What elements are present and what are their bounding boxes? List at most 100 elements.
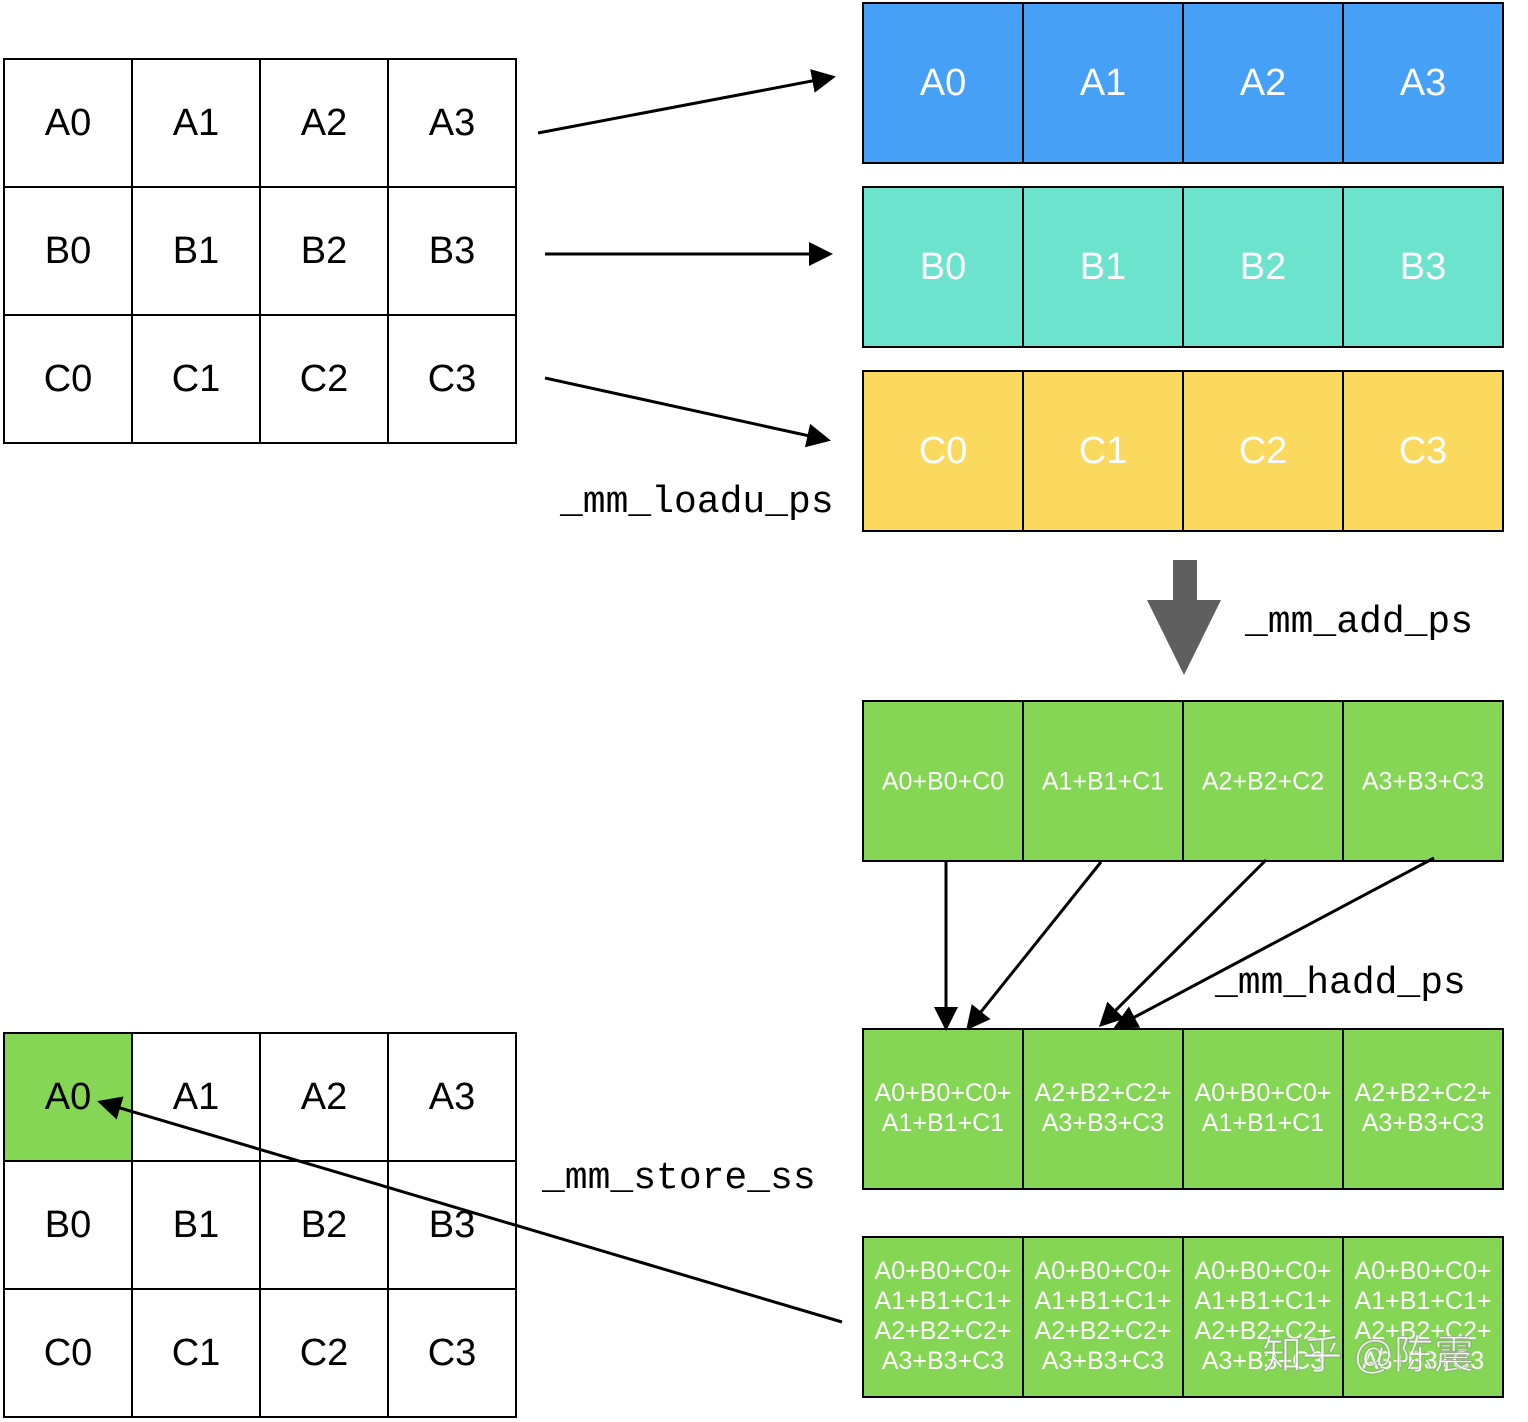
cell-text: A3 [429, 102, 475, 144]
cell-line: A1+B1+C1+ [875, 1287, 1012, 1315]
cell-text: A1 [1080, 62, 1126, 104]
cell [3, 1160, 133, 1290]
cell-line: A2+B2+C2+ [1035, 1317, 1172, 1345]
cell [1182, 370, 1344, 532]
hadd-arrow [966, 861, 1103, 1031]
cell [862, 186, 1024, 348]
cell [387, 1032, 517, 1162]
cell-text: C1 [172, 1332, 221, 1374]
cell-text: A0+B0+C0+ A1+B1+C1 [1195, 1079, 1332, 1137]
cell-line: A3+B3+C3 [1362, 1109, 1484, 1137]
load-arrow [537, 69, 836, 135]
store-arrow [97, 1096, 843, 1324]
cell-line: A2+B2+C2+ [1195, 1317, 1332, 1345]
cell-text: A2 [1240, 62, 1286, 104]
cell-text: A0+B0+C0+ A1+B1+C1 [875, 1079, 1012, 1137]
cell-text: A2+B2+C2 [1202, 768, 1324, 796]
cell [259, 1032, 389, 1162]
cell-text: A3+B3+C3 [1362, 768, 1484, 796]
cell-text: B0 [920, 246, 966, 288]
cell-text: C0 [44, 358, 93, 400]
cell-text: B1 [173, 1204, 219, 1246]
add-label: _mm_add_ps [1244, 601, 1473, 644]
cell-line: A0+B0+C0+ [875, 1079, 1012, 1107]
cell-text: A1+B1+C1 [1042, 768, 1164, 796]
cell-text: C3 [428, 358, 477, 400]
cell-text: A3 [429, 1076, 475, 1118]
store-label: _mm_store_ss [541, 1157, 816, 1200]
load-label: _mm_loadu_ps [559, 481, 834, 524]
cell-text: B2 [301, 1204, 347, 1246]
cell [1342, 186, 1504, 348]
cell-text: B2 [1240, 246, 1286, 288]
cell-text: C2 [1239, 430, 1288, 472]
watermark: 知乎 @陈震 [1262, 1334, 1474, 1378]
cell [387, 58, 517, 188]
cell [862, 1028, 1024, 1190]
cell-text: A1 [173, 1076, 219, 1118]
cell-line: A2+B2+C2+ [875, 1317, 1012, 1345]
cell-line: A3+B3+C3 [1042, 1109, 1164, 1137]
cell [3, 314, 133, 444]
cell-text: B2 [301, 230, 347, 272]
cell-line: A0+B0+C0+ [1195, 1257, 1332, 1285]
load-arrow [544, 376, 831, 448]
cell-line: A1+B1+C1+ [1035, 1287, 1172, 1315]
cell-text: B1 [1080, 246, 1126, 288]
hadd-label: _mm_hadd_ps [1214, 962, 1466, 1005]
hadd-arrow [1113, 856, 1435, 1029]
cell-text: C2 [300, 358, 349, 400]
cell [131, 58, 261, 188]
cell-line: A1+B1+C1 [1202, 1109, 1324, 1137]
cell [387, 186, 517, 316]
cell [1342, 1028, 1504, 1190]
cell-text: A2+B2+C2+ A3+B3+C3 [1355, 1079, 1492, 1137]
cell [259, 58, 389, 188]
cell-line: A0+B0+C0+ [1195, 1079, 1332, 1107]
cell [3, 58, 133, 188]
cell [862, 370, 1024, 532]
cell-text: B3 [1400, 246, 1446, 288]
cell-line: A0+B0+C0+ [1355, 1257, 1492, 1285]
cell [1182, 700, 1344, 862]
cell [3, 1288, 133, 1418]
cell [1022, 2, 1184, 164]
cell-line: A2+B2+C2+ [1355, 1079, 1492, 1107]
cell [387, 1288, 517, 1418]
cell-line: A0+B0+C0+ [875, 1257, 1012, 1285]
cell-text: C3 [428, 1332, 477, 1374]
cell [1342, 370, 1504, 532]
cell-text: A0 [45, 1076, 91, 1118]
hadd-arrow [1098, 858, 1268, 1028]
cell-line: A1+B1+C1 [882, 1109, 1004, 1137]
cell [387, 314, 517, 444]
cell-text: C3 [1399, 430, 1448, 472]
cell [1022, 1236, 1184, 1398]
cell-line: A0+B0+C0+ [1035, 1257, 1172, 1285]
cell [1342, 700, 1504, 862]
cell-text: A0 [920, 62, 966, 104]
cell-line: A3+B3+C3 [882, 1347, 1004, 1375]
cell [1182, 186, 1344, 348]
cell [1342, 2, 1504, 164]
cell-text: A0+B0+C0+ A1+B1+C1+ A2+B2+C2+ A3+B3+C3 [875, 1257, 1012, 1375]
cell-text: A2+B2+C2+ A3+B3+C3 [1035, 1079, 1172, 1137]
cell [1182, 1236, 1344, 1398]
cell-text: C0 [919, 430, 968, 472]
cells: A0 A1 A2 A3 B0 B1 B2 B3 C0 C1 C2 C3 A0 A1 A2 A3 B0 B1 B2 B3… [3, 2, 1504, 1418]
cell-text: A2 [301, 1076, 347, 1118]
cell-line: A1+B1+C1+ [1355, 1287, 1492, 1315]
cell-text: B0 [45, 230, 91, 272]
cell-text: A0+B0+C0 [882, 768, 1004, 796]
cell-line: A1+B1+C1+ [1195, 1287, 1332, 1315]
cell [131, 186, 261, 316]
cell-text: A3 [1400, 62, 1446, 104]
cell [131, 1032, 261, 1162]
cell-text: A0+B0+C0+ A1+B1+C1+ A2+B2+C2+ A3+B3+C3 [1195, 1257, 1332, 1375]
cell [862, 1236, 1024, 1398]
cell-text: B1 [173, 230, 219, 272]
cell-line: A3+B3+C3 [1042, 1347, 1164, 1375]
cell-text: B3 [429, 230, 475, 272]
